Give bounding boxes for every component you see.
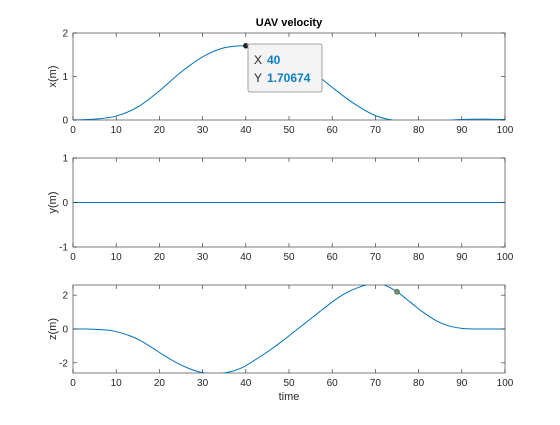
x-tick-label: 70 [370,125,382,136]
x-tick-label: 10 [111,252,123,263]
x-tick-label: 50 [283,252,295,263]
y-tick-label: -2 [59,358,68,369]
x-tick-label: 30 [197,378,209,389]
datatip-x-key: X [254,53,262,67]
y-tick-label: -1 [59,243,68,254]
x-tick-label: 50 [283,125,295,136]
x-tick-label: 50 [283,378,295,389]
chart-title: UAV velocity [256,17,323,29]
y-tick-label: 0 [62,198,68,209]
datatip-y-key: Y [254,71,262,85]
x-tick-label: 100 [497,252,514,263]
series-line-1 [73,285,505,373]
y-axis-label: x(m) [47,66,59,88]
y-tick-label: 2 [62,29,68,40]
axes-box [72,284,506,374]
x-tick-label: 60 [327,125,339,136]
x-tick-label: 10 [111,378,123,389]
x-tick-label: 60 [327,378,339,389]
x-tick-label: 0 [70,378,76,389]
x-tick-label: 80 [413,125,425,136]
x-tick-label: 20 [154,252,166,263]
x-tick-label: 30 [197,252,209,263]
x-tick-label: 80 [413,378,425,389]
y-tick-label: 1 [62,72,68,83]
x-tick-label: 90 [456,125,468,136]
x-tick-label: 90 [456,378,468,389]
datatip-box [247,43,323,93]
x-tick-label: 0 [70,252,76,263]
x-tick-label: 20 [154,125,166,136]
x-tick-label: 40 [240,252,252,263]
x-tick-label: 70 [370,252,382,263]
x-tick-label: 40 [240,125,252,136]
x-tick-label: 40 [240,378,252,389]
x-axis-label: time [279,391,300,403]
x-tick-label: 100 [497,378,514,389]
x-tick-label: 20 [154,378,166,389]
x-tick-label: 0 [70,125,76,136]
x-tick-label: 100 [497,125,514,136]
x-tick-label: 80 [413,252,425,263]
y-tick-label: 1 [62,154,68,165]
x-tick-label: 60 [327,252,339,263]
y-axis-label: z(m) [47,318,59,340]
y-tick-label: 0 [62,116,68,127]
y-axis-label: y(m) [47,192,59,214]
x-tick-label: 90 [456,252,468,263]
y-tick-label: 0 [62,325,68,336]
x-tick-label: 10 [111,125,123,136]
data-marker [394,288,400,295]
datatip-pointer [245,43,249,46]
x-tick-label: 30 [197,125,209,136]
x-tick-label: 70 [370,378,382,389]
subplot-1: 0 10 20 30 40 50 60 70 80 90 100 0 1 2 x(m) UAV velocit… [47,17,514,136]
y-tick-label: 2 [62,291,68,302]
datatip-y-value: 1.70674 [267,71,311,85]
datatip-x-value: 40 [267,53,281,67]
